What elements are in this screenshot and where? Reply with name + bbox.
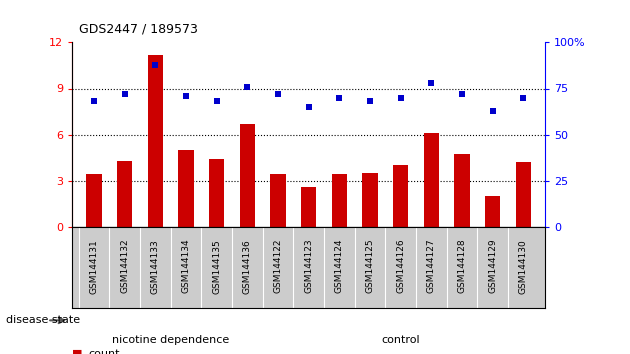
Text: GSM144127: GSM144127 <box>427 239 436 293</box>
Bar <box>332 175 347 227</box>
Bar <box>424 133 439 227</box>
Bar <box>147 55 163 227</box>
Text: ■: ■ <box>72 349 83 354</box>
Text: nicotine dependence: nicotine dependence <box>112 335 229 345</box>
Point <box>427 80 437 86</box>
Bar <box>86 175 101 227</box>
Bar <box>270 175 285 227</box>
Point <box>488 108 498 113</box>
Point <box>365 98 375 104</box>
Text: control: control <box>381 335 420 345</box>
Point <box>457 91 467 97</box>
Point <box>243 84 253 90</box>
Text: GSM144124: GSM144124 <box>335 239 344 293</box>
Text: GDS2447 / 189573: GDS2447 / 189573 <box>79 22 198 35</box>
Text: GSM144128: GSM144128 <box>457 239 467 293</box>
Text: GSM144133: GSM144133 <box>151 239 160 293</box>
Point <box>89 98 99 104</box>
Bar <box>117 161 132 227</box>
Point <box>120 91 130 97</box>
Point <box>212 98 222 104</box>
Point <box>273 91 283 97</box>
Point <box>335 95 345 101</box>
Bar <box>362 173 378 227</box>
Text: disease state: disease state <box>6 315 81 325</box>
Point <box>304 104 314 110</box>
Text: GSM144122: GSM144122 <box>273 239 282 293</box>
Bar <box>239 124 255 227</box>
Text: GSM144135: GSM144135 <box>212 239 221 293</box>
Text: GSM144136: GSM144136 <box>243 239 252 293</box>
Point <box>181 93 191 99</box>
Text: GSM144132: GSM144132 <box>120 239 129 293</box>
Text: GSM144130: GSM144130 <box>519 239 528 293</box>
Bar <box>178 150 193 227</box>
Text: GSM144131: GSM144131 <box>89 239 98 293</box>
Text: GSM144125: GSM144125 <box>365 239 375 293</box>
Text: GSM144123: GSM144123 <box>304 239 313 293</box>
Text: GSM144126: GSM144126 <box>396 239 405 293</box>
Text: GSM144134: GSM144134 <box>181 239 190 293</box>
Point <box>518 95 529 101</box>
Bar <box>209 159 224 227</box>
Point <box>396 95 406 101</box>
Bar <box>485 196 500 227</box>
Point <box>150 62 160 67</box>
Text: count: count <box>88 349 120 354</box>
Bar <box>393 165 408 227</box>
Bar <box>454 154 470 227</box>
Bar <box>516 162 531 227</box>
Bar <box>301 187 316 227</box>
Text: GSM144129: GSM144129 <box>488 239 497 293</box>
